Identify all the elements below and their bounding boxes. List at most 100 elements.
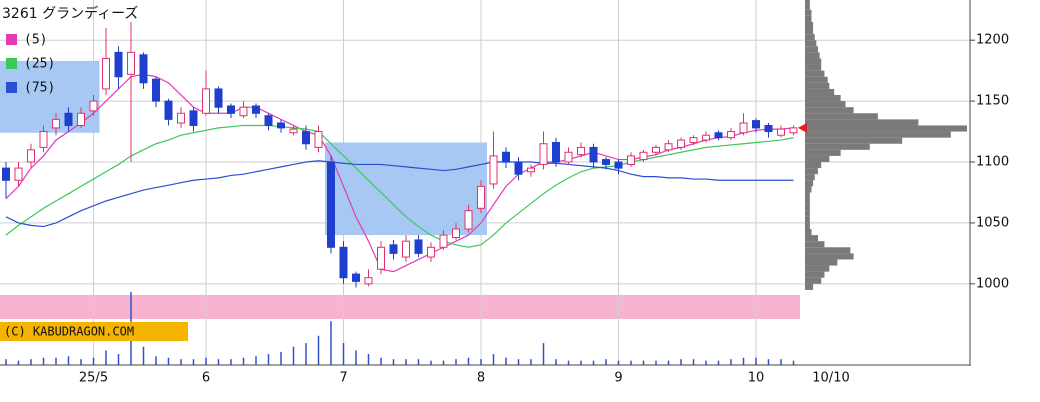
candle-body (239, 106, 248, 117)
candle-body (702, 134, 710, 141)
candle-body (289, 128, 298, 134)
profile-bar (805, 125, 967, 132)
candle-body (589, 146, 598, 163)
candle-body (752, 120, 760, 129)
profile-bar (805, 265, 830, 272)
profile-bar (805, 3, 810, 10)
profile-bar (805, 198, 810, 205)
candle-body (377, 246, 385, 270)
candle-body (64, 112, 73, 126)
profile-bar (805, 137, 903, 144)
candle-body (427, 246, 435, 258)
candle-body (364, 277, 373, 285)
candle-body (439, 234, 448, 248)
candle-body (602, 159, 610, 165)
profile-bar (805, 76, 828, 83)
last-price-marker (798, 122, 807, 133)
profile-bar (805, 15, 812, 22)
profile-bar (805, 82, 830, 89)
profile-bar (805, 222, 810, 230)
candle-body (664, 143, 673, 151)
candle-body (164, 100, 173, 120)
candle-body (252, 105, 260, 114)
profile-bar (805, 180, 814, 187)
x-tick-label: 9 (614, 371, 622, 386)
profile-bar (805, 204, 810, 211)
y-tick-label: 1000 (976, 276, 1009, 291)
profile-bar (805, 113, 878, 120)
candle-body (639, 151, 648, 161)
x-tick-label: 8 (477, 371, 485, 386)
candle-body (514, 161, 523, 175)
profile-bar (805, 143, 870, 150)
candle-body (564, 151, 573, 163)
profile-bar (805, 21, 814, 29)
profile-bar (805, 229, 812, 236)
profile-bar (805, 40, 817, 47)
candle-body (402, 240, 410, 258)
legend-swatch (6, 58, 17, 69)
candle-body (477, 185, 485, 209)
candle-body (52, 118, 60, 129)
profile-bar (805, 88, 835, 96)
profile-bar (805, 277, 822, 284)
profile-bar (805, 271, 825, 278)
profile-bar (805, 149, 841, 156)
candle-body (527, 167, 535, 173)
candle-body (114, 51, 123, 78)
candle-body (489, 155, 498, 185)
candle-body (627, 155, 635, 165)
candle-body (714, 132, 723, 139)
profile-bar (805, 64, 822, 71)
profile-bar (805, 235, 818, 242)
candle-body (327, 161, 335, 248)
profile-bar (805, 119, 919, 126)
profile-bar (805, 241, 825, 248)
chart-title: 3261 グランディーズ (2, 5, 138, 22)
candle-body (77, 112, 85, 126)
candle-body (102, 57, 110, 90)
profile-bar (805, 253, 854, 260)
candle-body (739, 122, 748, 134)
candle-body (614, 161, 623, 169)
profile-bar (805, 192, 810, 199)
candle-body (214, 88, 223, 108)
profile-bar (805, 46, 818, 53)
band (0, 295, 800, 319)
profile-bar (805, 9, 812, 16)
profile-bar (805, 52, 820, 59)
candle-body (452, 228, 460, 239)
candle-body (352, 273, 360, 282)
profile-bar (805, 34, 815, 41)
ma-line (5, 160, 794, 228)
candle-body (502, 151, 510, 163)
candle-body (14, 167, 23, 181)
y-tick-label: 1200 (976, 33, 1009, 48)
candle-body (689, 137, 698, 144)
profile-bar (805, 0, 810, 4)
candle-body (39, 131, 48, 148)
candle-body (189, 110, 198, 126)
candle-body (177, 112, 185, 124)
profile-bar (805, 247, 851, 254)
candle-body (339, 246, 348, 279)
candle-body (152, 78, 160, 102)
candle-body (302, 131, 310, 145)
candle-body (764, 124, 773, 133)
candle-body (264, 115, 273, 126)
profile-bar (805, 155, 830, 163)
candle-body (552, 142, 560, 163)
legend-swatch (6, 82, 17, 93)
profile-bar (805, 283, 814, 290)
candle-body (227, 105, 235, 114)
profile-bar (805, 216, 810, 223)
candle-body (789, 127, 798, 134)
profile-bar (805, 58, 822, 65)
y-tick-label: 1150 (976, 94, 1009, 109)
legend-label: (5) (24, 33, 47, 48)
candle-body (202, 88, 210, 114)
legend-label: (75) (24, 81, 55, 96)
candle-body (539, 143, 548, 165)
ma-line (5, 73, 794, 273)
